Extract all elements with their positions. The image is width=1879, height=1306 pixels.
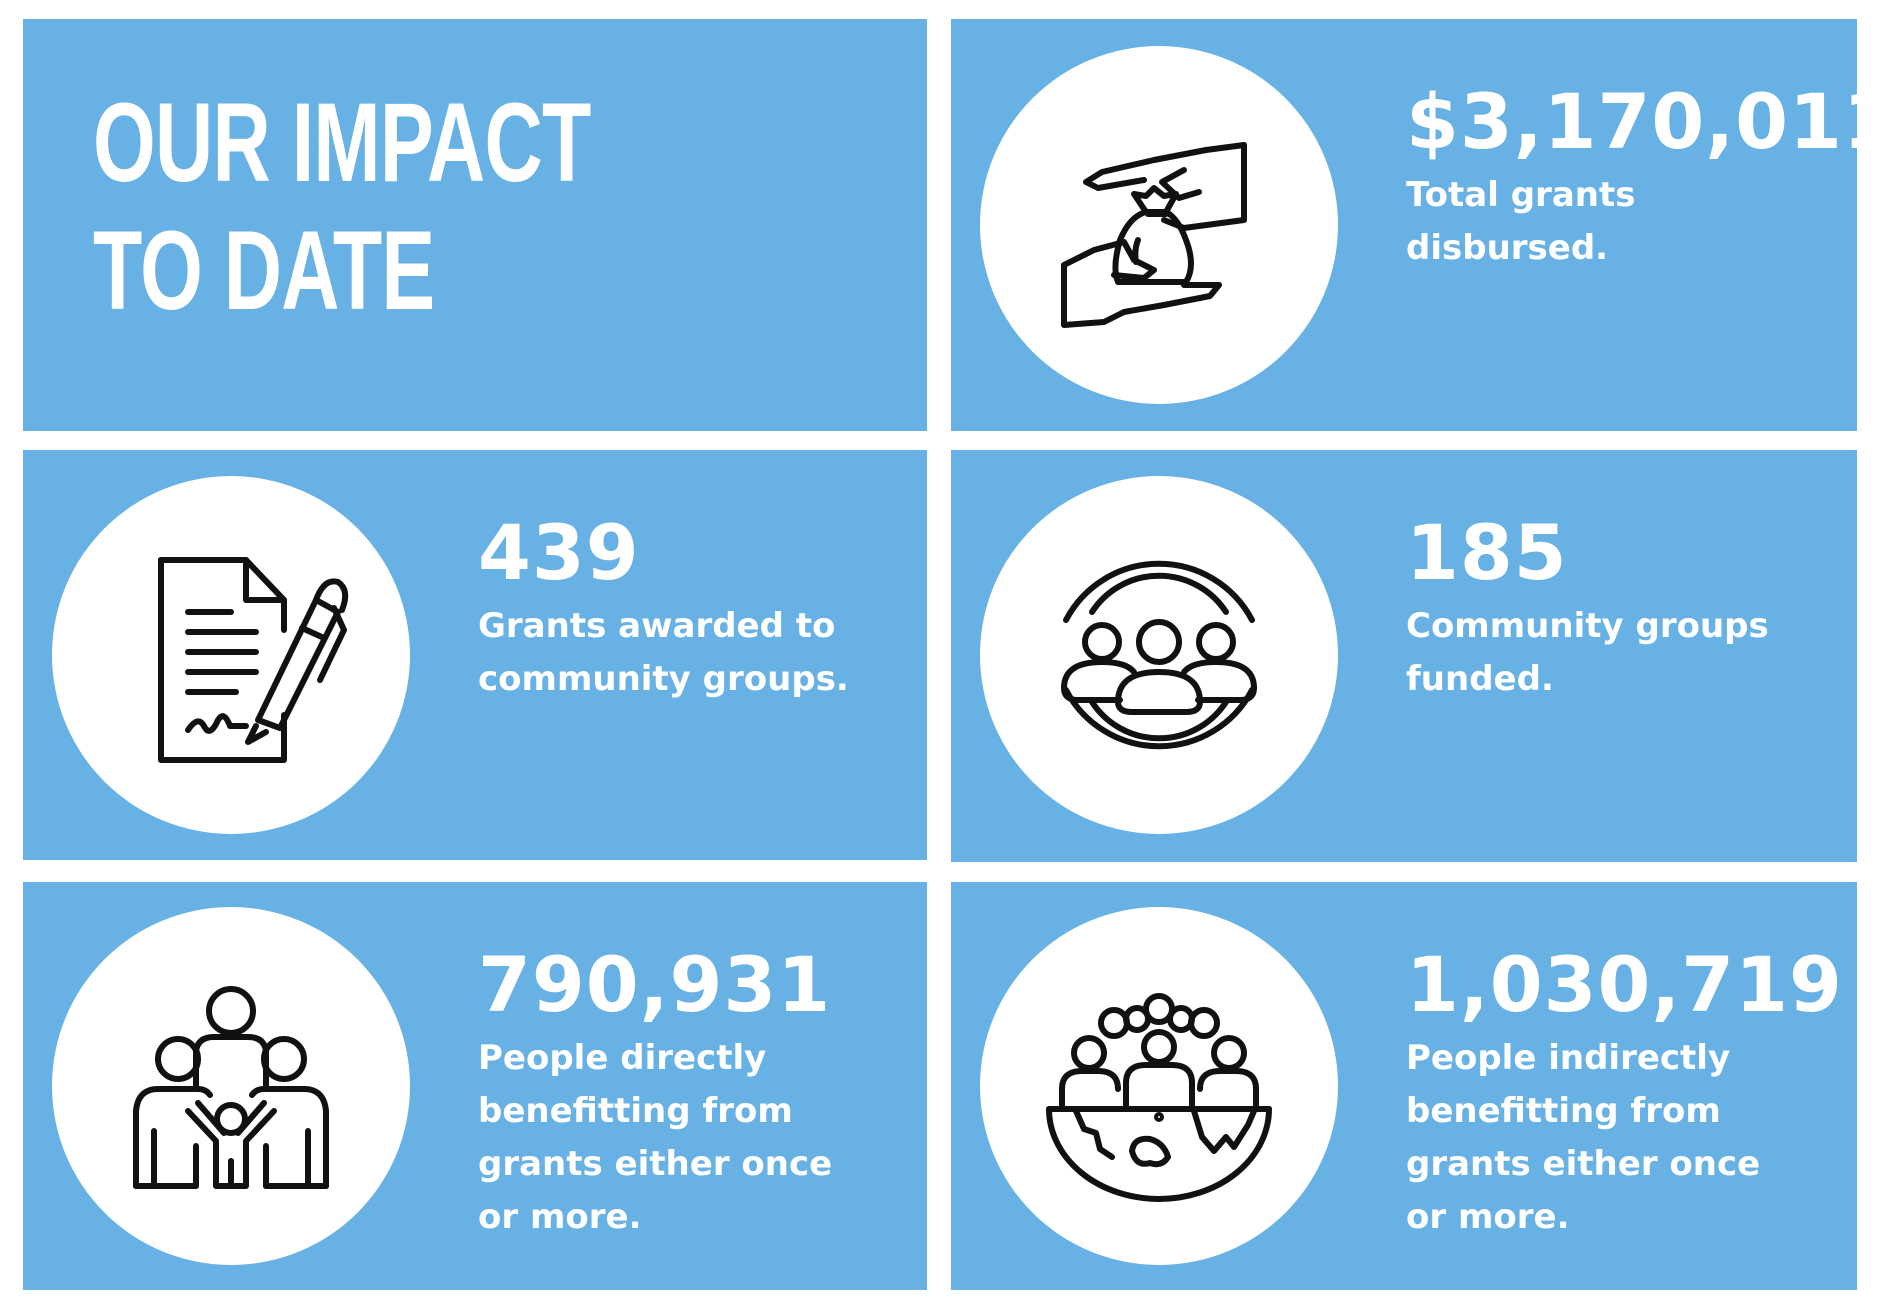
stat-value: 790,931 [478,940,832,1029]
stat-total-grants: $3,170,011 Total grants disbursed. [1406,79,1857,275]
page-title-line-2: TO DATE [93,208,435,333]
stat-value: 439 [478,508,640,597]
stat-panel-direct-beneficiaries: 790,931 People directly benefitting from… [23,882,927,1290]
stat-value: 1,030,719 [1406,940,1843,1029]
signed-document-pen-icon [158,557,349,763]
stat-community-groups: 185 Community groups funded. [1406,510,1769,706]
hand-money-bag-icon [1061,142,1247,328]
stat-value: $3,170,011 [1406,77,1857,166]
title-panel: OUR IMPACT TO DATE [23,19,927,431]
stat-label: Grants awarded to community groups. [478,606,849,699]
stat-grants-awarded: 439 Grants awarded to community groups. [478,510,849,706]
stat-panel-community-groups: 185 Community groups funded. [951,450,1857,862]
stat-label: Total grants disbursed. [1406,175,1636,268]
icon-circle [980,476,1338,834]
stat-label: Community groups funded. [1406,606,1769,699]
icon-circle [980,907,1338,1265]
icon-circle [52,907,410,1265]
stat-indirect-beneficiaries: 1,030,719 People indirectly benefitting … [1406,942,1843,1244]
stat-label: People indirectly benefitting from grant… [1406,1038,1761,1237]
group-circle-icon [1061,560,1257,750]
icon-circle [52,476,410,834]
stat-direct-beneficiaries: 790,931 People directly benefitting from… [478,942,832,1244]
icon-circle [980,46,1338,404]
page-title: OUR IMPACT TO DATE [93,79,591,335]
people-on-globe-icon [1046,993,1272,1202]
stat-panel-grants-awarded: 439 Grants awarded to community groups. [23,450,927,860]
family-icon [133,986,329,1189]
stat-panel-total-grants: $3,170,011 Total grants disbursed. [951,19,1857,431]
page-title-line-1: OUR IMPACT [93,80,591,205]
stat-panel-indirect-beneficiaries: 1,030,719 People indirectly benefitting … [951,882,1857,1290]
stat-value: 185 [1406,508,1568,597]
stat-label: People directly benefitting from grants … [478,1038,833,1237]
